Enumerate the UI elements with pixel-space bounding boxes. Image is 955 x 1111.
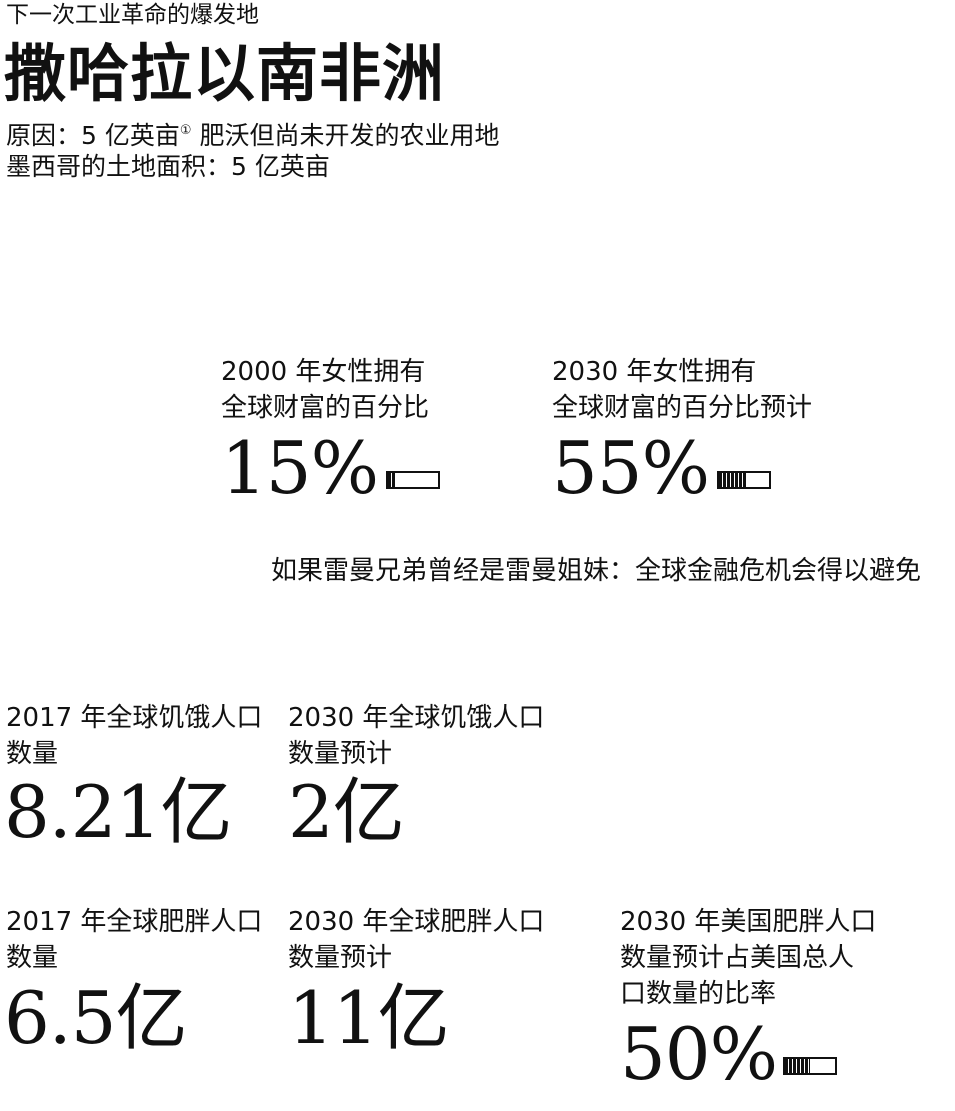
obesity-2017-value: 6.5亿	[4, 976, 188, 1060]
us-obesity-2030-bar	[783, 1057, 837, 1075]
women-wealth-2000-value: 15%	[221, 426, 379, 510]
obesity-2030-value: 11亿	[288, 976, 450, 1060]
hunger-2030-value: 2亿	[288, 770, 405, 854]
women-wealth-2030-value: 55%	[552, 426, 710, 510]
hunger-2030-label-line2: 数量预计	[288, 739, 393, 769]
hunger-2030-label: 2030 年全球饥饿人口	[288, 703, 545, 733]
hunger-2017-label-line2: 数量	[6, 739, 59, 769]
women-wealth-2000-label: 2000 年女性拥有	[221, 357, 426, 387]
mexico-comparison: 墨西哥的土地面积：5 亿英亩	[6, 152, 330, 181]
us-obesity-2030-label-line2: 数量预计占美国总人	[620, 943, 855, 973]
us-obesity-2030-label: 2030 年美国肥胖人口	[620, 907, 877, 937]
obesity-2030-label: 2030 年全球肥胖人口	[288, 907, 545, 937]
us-obesity-2030-label-line3: 口数量的比率	[620, 979, 777, 1009]
lehman-sisters-line: 如果雷曼兄弟曾经是雷曼姐妹：全球金融危机会得以避免	[271, 556, 922, 586]
women-wealth-2030-bar-fill	[719, 473, 747, 487]
us-obesity-2030-bar-fill	[785, 1059, 810, 1073]
women-wealth-2000-label-line2: 全球财富的百分比	[221, 393, 430, 423]
reason-line: 原因：5 亿英亩① 肥沃但尚未开发的农业用地	[6, 116, 499, 151]
obesity-2030-label-line2: 数量预计	[288, 943, 393, 973]
reason-suffix: 肥沃但尚未开发的农业用地	[191, 121, 500, 150]
obesity-2017-label-line2: 数量	[6, 943, 59, 973]
hunger-2017-label: 2017 年全球饥饿人口	[6, 703, 263, 733]
women-wealth-2030-label: 2030 年女性拥有	[552, 357, 757, 387]
kicker: 下一次工业革命的爆发地	[6, 2, 259, 28]
women-wealth-2030-bar	[717, 471, 771, 489]
footnote-marker: ①	[179, 123, 192, 138]
women-wealth-2030-label-line2: 全球财富的百分比预计	[552, 393, 813, 423]
obesity-2017-label: 2017 年全球肥胖人口	[6, 907, 263, 937]
women-wealth-2000-bar	[386, 471, 440, 489]
us-obesity-2030-value: 50%	[620, 1012, 778, 1096]
hunger-2017-value: 8.21亿	[4, 770, 232, 854]
women-wealth-2000-bar-fill	[388, 473, 396, 487]
reason-prefix: 原因：5 亿英亩	[6, 121, 180, 150]
headline: 撒哈拉以南非洲	[4, 37, 446, 110]
